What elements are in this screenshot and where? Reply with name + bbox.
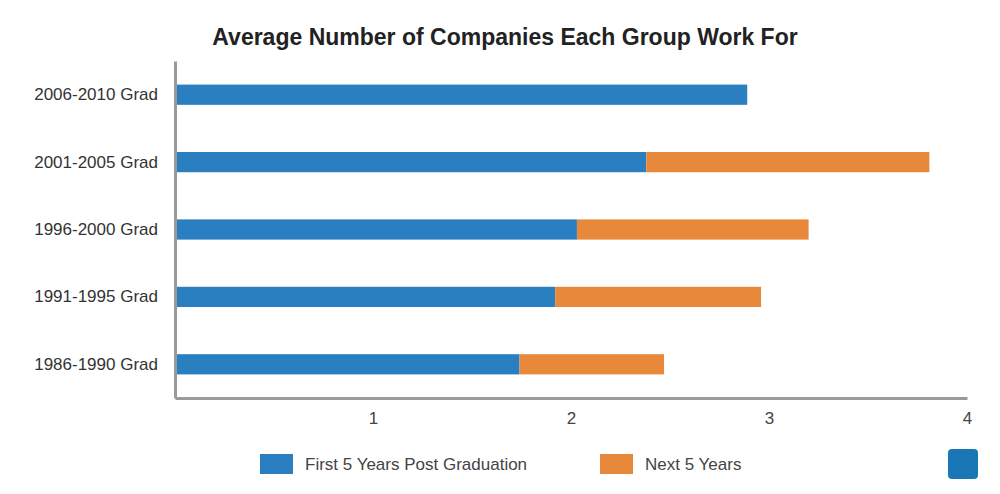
bar [175,152,646,172]
bars [175,85,929,375]
x-tick-label: 2 [567,409,576,428]
y-axis: 2006-2010 Grad 2001-2005 Grad 1996-2000 Gr… [34,62,175,399]
title: Average Number of Companies Each Group W… [212,24,797,50]
logo [948,449,978,479]
y-tick-label: 2001-2005 Grad [34,153,158,172]
x-tick: 2 [567,398,576,428]
legend-swatch [260,454,293,474]
chart: Average Number of Companies Each Group W… [0,0,1000,494]
y-tick: 2006-2010 Grad [34,85,175,104]
x-axis-line [176,397,968,400]
legend-item: Next 5 Years [600,454,741,474]
legend-swatch [600,454,633,474]
y-tick-label: 1996-2000 Grad [34,220,158,239]
bar [555,287,761,307]
x-tick-label: 4 [963,409,972,428]
y-tick: 1996-2000 Grad [34,220,175,239]
x-tick: 3 [765,398,774,428]
y-tick-label: 1991-1995 Grad [34,287,158,306]
y-tick: 1991-1995 Grad [34,287,175,306]
bar [646,152,929,172]
legend-label: Next 5 Years [645,455,741,474]
x-axis: 1 2 3 4 [176,398,973,428]
y-axis-line [174,62,177,399]
legend: First 5 Years Post Graduation Next 5 Year… [260,454,741,474]
bar [175,354,520,374]
bar [577,219,809,239]
y-tick-label: 1986-1990 Grad [34,355,158,374]
x-tick: 4 [963,398,972,428]
x-tick-label: 3 [765,409,774,428]
bar [175,85,747,105]
bar [520,354,665,374]
y-tick-label: 2006-2010 Grad [34,85,158,104]
bar [175,219,577,239]
bar [175,287,555,307]
y-tick: 1986-1990 Grad [34,355,175,374]
x-tick-label: 1 [369,409,378,428]
legend-label: First 5 Years Post Graduation [305,455,527,474]
y-tick: 2001-2005 Grad [34,153,175,172]
legend-item: First 5 Years Post Graduation [260,454,527,474]
x-tick: 1 [369,398,378,428]
